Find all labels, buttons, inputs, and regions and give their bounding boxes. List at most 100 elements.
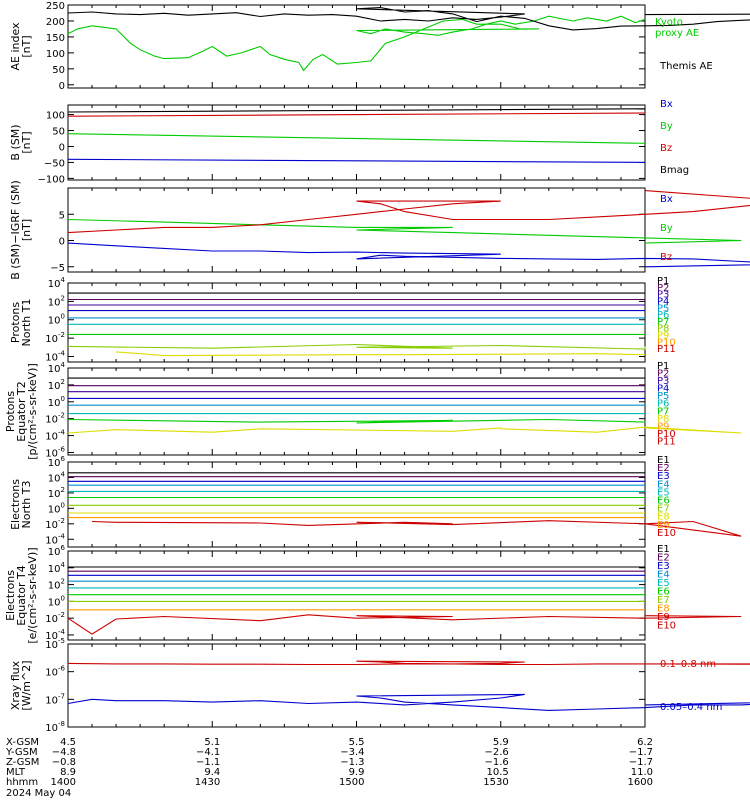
y-tick-label: 0: [59, 142, 65, 153]
legend-entry: Kyoto: [655, 17, 683, 28]
legend-entry: By: [660, 121, 673, 132]
y-tick-label: 106: [48, 544, 66, 558]
tick-exponent: -7: [58, 692, 65, 700]
y-axis-label: [nT]: [20, 35, 33, 57]
legend-entry: P9: [657, 421, 669, 432]
series-line-p9: [116, 351, 646, 357]
legend-entry: P4: [657, 384, 669, 395]
footer-value: 5.9: [493, 737, 509, 748]
tick-exponent: -4: [58, 429, 66, 437]
legend-entry: By: [660, 223, 673, 234]
legend-entry: P2: [657, 369, 669, 380]
legend-entry: E1: [657, 455, 670, 466]
legend-entry: E8: [657, 512, 670, 523]
y-tick-label: 250: [46, 1, 65, 12]
legend-entry: Bz: [660, 143, 672, 154]
legend-entry: P10: [657, 337, 676, 348]
legend-entry: P7: [657, 406, 669, 417]
tick-exponent: -6: [58, 445, 66, 453]
footer-value: 8.9: [60, 767, 76, 778]
footer-value: −1.6: [484, 757, 508, 768]
footer-value: −3.4: [340, 747, 364, 758]
tick-exponent: 0: [61, 594, 65, 602]
y-tick-label: 100: [48, 313, 65, 327]
legend-entry: P4: [657, 296, 669, 307]
y-tick-label: −5: [50, 263, 65, 274]
legend-entry: E10: [657, 528, 676, 539]
legend-entry: E7: [657, 504, 670, 515]
y-tick-label: 104: [48, 276, 66, 290]
tick-exponent: -8: [58, 720, 65, 728]
footer-value: −1.3: [340, 757, 364, 768]
legend-entry: P3: [657, 290, 669, 301]
legend-entry: P7: [657, 317, 669, 328]
legend-entry: P1: [657, 276, 669, 287]
legend-entry: E7: [657, 595, 670, 606]
legend-entry: Bmag: [660, 165, 689, 176]
legend-entry: E4: [657, 570, 670, 581]
legend-entry: E2: [657, 553, 670, 564]
series-line-kyoto-proxy-ae: [67, 15, 646, 72]
y-tick-label: 50: [52, 127, 65, 138]
footer-value: −2.6: [484, 747, 508, 758]
y-tick-label: 106: [48, 455, 66, 469]
footer-value: −1.7: [629, 757, 653, 768]
tick-exponent: -6: [58, 665, 66, 673]
y-axis-label: Equator T2: [15, 381, 28, 441]
footer-value: 1400: [51, 777, 76, 788]
legend-entry: E2: [657, 463, 670, 474]
y-tick-label: 10-7: [45, 692, 65, 706]
y-axis-label: Protons: [9, 302, 22, 343]
y-tick-label: −100: [38, 174, 65, 185]
legend-entry: 0.05–0.4 nm: [660, 702, 722, 713]
y-tick-label: 10-2: [45, 331, 65, 345]
legend-entry: E6: [657, 496, 670, 507]
footer-value: 4.5: [60, 737, 76, 748]
panel-frame: [67, 4, 646, 89]
tick-exponent: 6: [61, 455, 66, 463]
legend-entry: P8: [657, 414, 669, 425]
legend-entry: E6: [657, 587, 670, 598]
y-axis-label: North T3: [20, 481, 33, 529]
legend-entry: E3: [657, 561, 670, 572]
tick-exponent: 4: [61, 361, 66, 369]
tick-exponent: -5: [58, 637, 65, 645]
footer-row-label: MLT: [6, 767, 26, 778]
legend-entry: P6: [657, 310, 669, 321]
y-tick-label: 50: [52, 65, 65, 76]
y-tick-label: 5: [59, 210, 65, 221]
tick-exponent: -2: [58, 331, 65, 339]
y-axis-label: [e/(cm²-s-sr-keV)]: [26, 547, 39, 643]
y-tick-label: 10-5: [45, 637, 65, 651]
tick-exponent: 2: [61, 294, 65, 302]
y-tick-label: 10-4: [45, 429, 65, 443]
y-tick-label: 0: [59, 237, 65, 248]
y-tick-label: 100: [46, 111, 65, 122]
series-line-p8: [67, 426, 742, 434]
y-tick-label: 100: [48, 501, 65, 515]
footer-row-label: X-GSM: [6, 737, 39, 748]
panel-frame: [67, 461, 646, 548]
tick-exponent: -2: [58, 517, 65, 525]
series-line-p8: [67, 343, 646, 350]
panel-frame: [67, 282, 646, 363]
tick-exponent: 4: [61, 276, 66, 284]
legend-entry: P9: [657, 331, 669, 342]
panel-frame: [67, 367, 646, 456]
y-axis-label: Protons: [4, 391, 17, 432]
footer-value: −1.1: [196, 757, 220, 768]
y-axis-label: B (SM)−IGRF (SM): [9, 180, 22, 280]
footer-value: −4.1: [196, 747, 220, 758]
tick-exponent: -4: [58, 532, 66, 540]
legend-entry: P8: [657, 324, 669, 335]
legend-entry: E8: [657, 604, 670, 615]
legend-entry: Bx: [660, 99, 673, 110]
footer-value: 1600: [628, 777, 653, 788]
panel-frame: [67, 550, 646, 641]
series-line-e9: [67, 614, 742, 635]
footer-value: 1500: [339, 777, 364, 788]
legend-entry: E5: [657, 578, 670, 589]
panel-bigrf: −5 0 5 B (SM)−IGRF (SM)[nT] Bx By Bz: [9, 180, 750, 280]
